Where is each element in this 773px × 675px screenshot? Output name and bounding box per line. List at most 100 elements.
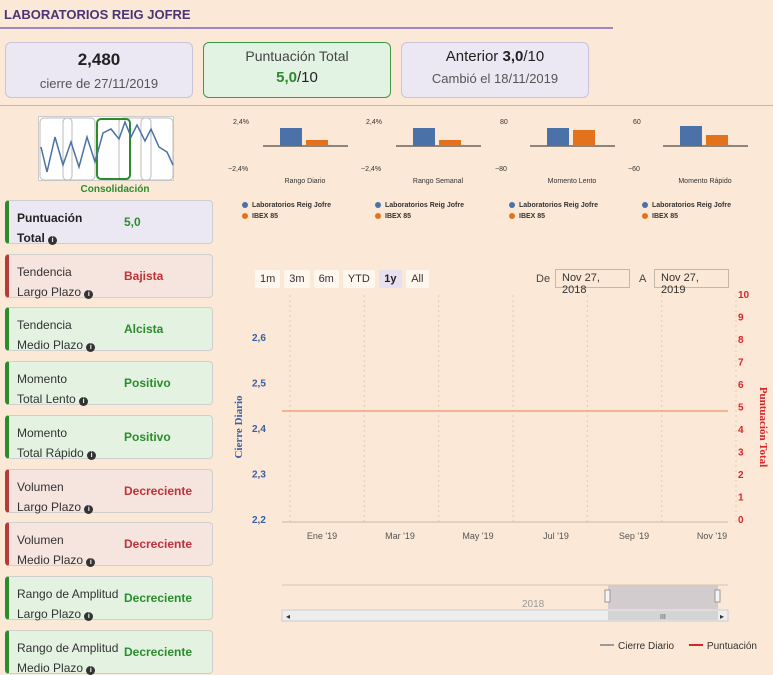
range-button[interactable]: All xyxy=(405,270,429,288)
legend-company-label: Laboratorios Reig Jofre xyxy=(519,202,598,209)
navigator-year: 2018 xyxy=(522,599,545,610)
legend-score-swatch xyxy=(688,644,703,646)
mini-chart-title: Rango Diario xyxy=(285,178,326,185)
info-icon[interactable]: i xyxy=(86,665,96,675)
legend-company-label: Laboratorios Reig Jofre xyxy=(385,202,464,209)
date-from-input[interactable]: Nov 27, 2018 xyxy=(555,269,630,296)
indicator-card[interactable]: Puntuación Total i 5,0 xyxy=(5,200,213,245)
indicator-name-line1: Tendencia xyxy=(17,318,72,333)
mini-chart-ybottom: −2,4% xyxy=(228,166,248,173)
mini-chart-title: Momento Lento xyxy=(548,178,597,185)
mini-chart-bar-index xyxy=(439,140,461,146)
page-title: LABORATORIOS REIG JOFRE xyxy=(4,7,191,22)
date-to-input[interactable]: Nov 27, 2019 xyxy=(654,269,729,296)
legend-index[interactable]: IBEX 85 xyxy=(375,211,464,222)
indicator-card[interactable]: Momento Total Rápido i Positivo xyxy=(5,414,213,460)
info-icon[interactable]: i xyxy=(87,450,97,460)
mini-chart-legend: Laboratorios Reig Jofre IBEX 85 xyxy=(642,200,731,222)
price-score-chart: 2,2 2,3 2,4 2,5 2,6 0 1 2 3 4 5 6 7 8 9 10 Ene '19 Mar … xyxy=(233,290,769,622)
mini-chart-legend: Laboratorios Reig Jofre IBEX 85 xyxy=(509,200,598,222)
indicator-name-line1: Volumen xyxy=(17,479,64,494)
indicator-card[interactable]: Volumen Largo Plazo i Decreciente xyxy=(5,468,213,514)
navigator-selection[interactable] xyxy=(608,585,718,609)
navigator-handle-right[interactable] xyxy=(714,589,721,603)
range-button[interactable]: 6m xyxy=(313,270,339,288)
legend-company[interactable]: Laboratorios Reig Jofre xyxy=(642,200,731,211)
consolidation-label: Consolidación xyxy=(80,184,150,195)
range-selector: 1m 3m 6m YTD 1y All xyxy=(255,270,429,288)
scrollbar-thumb[interactable] xyxy=(608,611,718,620)
indicator-name-line2: Medio Plazo xyxy=(17,338,84,353)
scrollbar-track[interactable] xyxy=(281,609,729,622)
x-axis-tick: Ene '19 xyxy=(307,531,337,541)
right-axis-tick: 2 xyxy=(738,470,744,481)
legend-close-swatch xyxy=(600,644,614,646)
x-axis-tick: Mar '19 xyxy=(385,531,415,541)
chart-legend: Cierre Diario Puntuación xyxy=(600,641,757,652)
right-axis-tick: 9 xyxy=(738,313,744,324)
legend-index[interactable]: IBEX 85 xyxy=(642,211,731,222)
legend-score-label: Puntuación xyxy=(706,641,757,652)
info-icon[interactable]: i xyxy=(86,343,96,353)
indicator-name-line2: Total Rápido xyxy=(17,445,84,460)
left-axis-tick: 2,4 xyxy=(252,424,266,435)
indicator-status: Positivo xyxy=(124,376,171,391)
scroll-right-arrow-icon[interactable]: ▸ xyxy=(720,612,724,621)
right-axis-tick: 0 xyxy=(738,515,744,526)
navigator-handle-left[interactable] xyxy=(604,589,611,603)
indicator-card[interactable]: Rango de Amplitud Medio Plazo i Decrecient… xyxy=(5,629,213,675)
legend-item-score[interactable]: Puntuación xyxy=(688,641,757,652)
legend-item-close[interactable]: Cierre Diario xyxy=(600,641,674,652)
indicator-name: Momento Total Rápido i xyxy=(17,423,97,463)
legend-company[interactable]: Laboratorios Reig Jofre xyxy=(509,200,598,211)
info-icon[interactable]: i xyxy=(86,558,96,568)
indicator-name-line1: Volumen xyxy=(17,533,64,548)
legend-index-label: IBEX 85 xyxy=(519,213,546,220)
indicator-name: Tendencia Medio Plazo i xyxy=(17,315,96,355)
info-icon[interactable]: i xyxy=(84,504,94,514)
previous-label: Anterior xyxy=(445,48,503,65)
indicator-name-line2: Largo Plazo xyxy=(17,606,82,621)
range-button[interactable]: 3m xyxy=(284,270,310,288)
legend-index[interactable]: IBEX 85 xyxy=(242,211,331,222)
indicator-card[interactable]: Rango de Amplitud Largo Plazo i Decrecient… xyxy=(5,575,213,621)
legend-company-dot xyxy=(375,202,381,208)
info-icon[interactable]: i xyxy=(84,611,94,621)
left-axis-tick: 2,3 xyxy=(252,470,266,481)
indicator-status: Decreciente xyxy=(124,537,193,552)
legend-index-label: IBEX 85 xyxy=(252,213,279,220)
mini-chart: 80 −80 Momento Lento xyxy=(495,119,615,185)
date-to-label: A xyxy=(639,273,647,285)
indicator-card[interactable]: Volumen Medio Plazo i Decreciente xyxy=(5,522,213,568)
indicator-card[interactable]: Tendencia Medio Plazo i Alcista xyxy=(5,307,213,353)
legend-index-dot xyxy=(242,213,248,219)
mini-chart-bar-index xyxy=(306,140,328,146)
legend-company[interactable]: Laboratorios Reig Jofre xyxy=(375,200,464,211)
range-button[interactable]: 1y xyxy=(378,270,402,288)
range-button[interactable]: 1m xyxy=(255,270,281,288)
indicator-card[interactable]: Momento Total Lento i Positivo xyxy=(5,361,213,407)
indicator-name: Volumen Largo Plazo i xyxy=(17,477,94,517)
info-icon[interactable]: i xyxy=(48,236,58,245)
indicator-status: Decreciente xyxy=(124,590,193,605)
info-icon[interactable]: i xyxy=(79,397,89,407)
right-axis-tick: 3 xyxy=(738,448,744,459)
right-axis-tick: 6 xyxy=(738,380,744,391)
info-icon[interactable]: i xyxy=(84,289,94,299)
range-button[interactable]: YTD xyxy=(342,270,375,288)
indicator-name: Tendencia Largo Plazo i xyxy=(17,262,94,302)
consolidation-pattern-image xyxy=(38,116,174,181)
scroll-left-arrow-icon[interactable]: ◂ xyxy=(286,612,290,621)
legend-company[interactable]: Laboratorios Reig Jofre xyxy=(242,200,331,211)
legend-company-label: Laboratorios Reig Jofre xyxy=(252,202,331,209)
legend-index[interactable]: IBEX 85 xyxy=(509,211,598,222)
indicator-name-line2: Medio Plazo xyxy=(17,553,84,568)
indicator-name-line1: Tendencia xyxy=(17,264,72,279)
legend-index-dot xyxy=(375,213,381,219)
right-axis-tick: 1 xyxy=(738,493,744,504)
mini-chart-legend: Laboratorios Reig Jofre IBEX 85 xyxy=(375,200,464,222)
indicator-card[interactable]: Tendencia Largo Plazo i Bajista xyxy=(5,253,213,299)
price-date: cierre de 27/11/2019 xyxy=(39,76,159,91)
mini-chart-title: Rango Semanal xyxy=(413,178,464,185)
scrollbar-grip-icon[interactable]: III xyxy=(660,614,666,621)
